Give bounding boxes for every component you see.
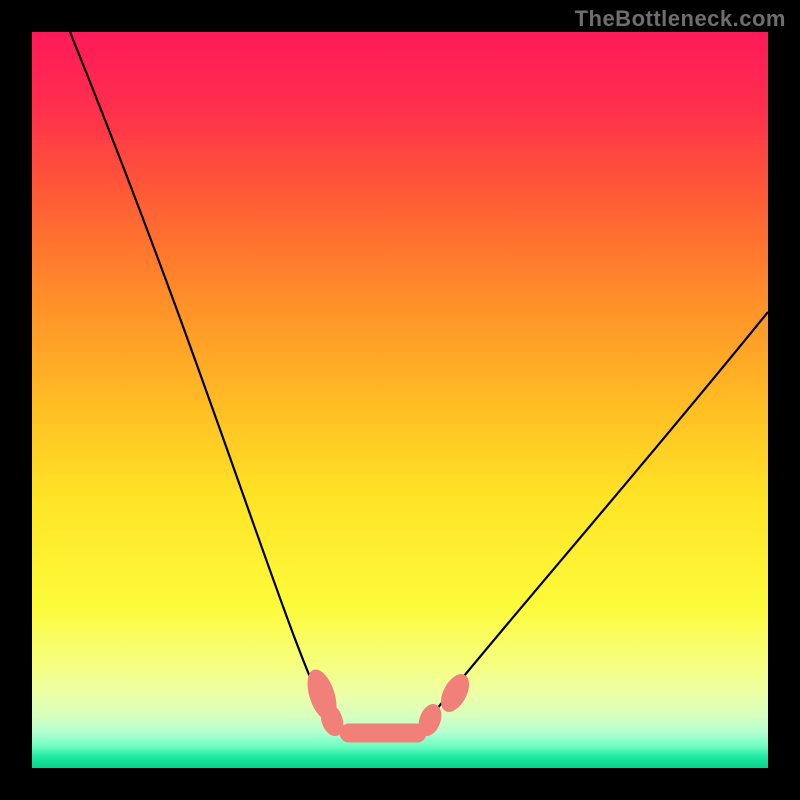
bottleneck-chart bbox=[0, 0, 800, 800]
marker-segment bbox=[340, 724, 426, 742]
gradient-background bbox=[32, 32, 768, 768]
